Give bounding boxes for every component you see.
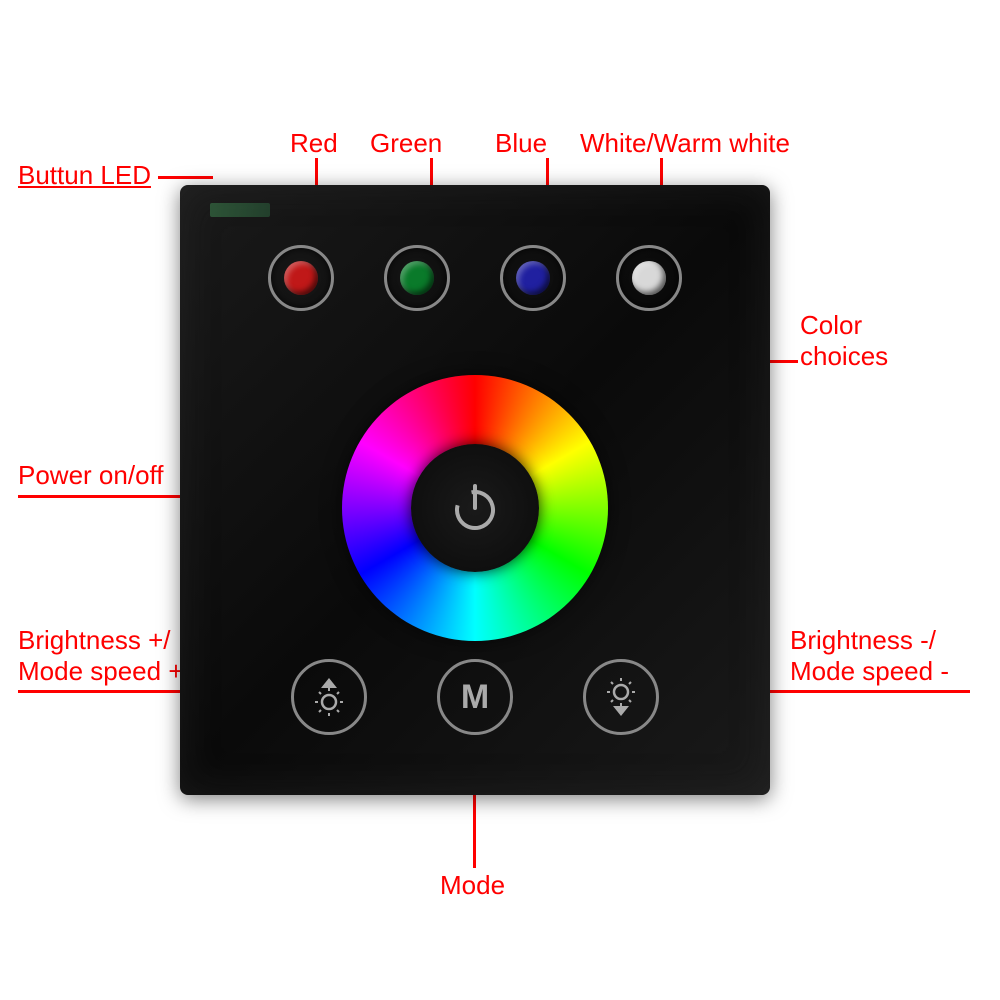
red-led-icon [284,261,318,295]
label-brightness-plus: Brightness +/ Mode speed + [18,625,184,687]
callout-line [158,176,213,179]
brightness-minus-button[interactable] [583,659,659,735]
color-led-row [180,245,770,311]
led-touch-panel: M [180,185,770,795]
brightness-plus-button[interactable] [291,659,367,735]
blue-button[interactable] [500,245,566,311]
color-wheel-area [342,375,608,641]
green-led-icon [400,261,434,295]
brightness-down-icon [596,672,646,722]
brightness-up-icon [304,672,354,722]
power-icon [445,478,505,538]
green-button[interactable] [384,245,450,311]
label-green: Green [370,128,442,159]
label-red: Red [290,128,338,159]
buttun-led-indicator [210,203,270,217]
power-button[interactable] [445,478,505,538]
mode-icon: M [461,678,489,717]
label-color-choices: Color choices [800,310,888,372]
white-led-icon [632,261,666,295]
label-white-warm: White/Warm white [580,128,790,159]
label-mode: Mode [440,870,505,901]
label-buttun-led: Buttun LED [18,160,151,191]
mode-button[interactable]: M [437,659,513,735]
bottom-controls: M [180,659,770,735]
white-button[interactable] [616,245,682,311]
label-brightness-minus: Brightness -/ Mode speed - [790,625,949,687]
blue-led-icon [516,261,550,295]
label-blue: Blue [495,128,547,159]
red-button[interactable] [268,245,334,311]
label-power: Power on/off [18,460,164,491]
